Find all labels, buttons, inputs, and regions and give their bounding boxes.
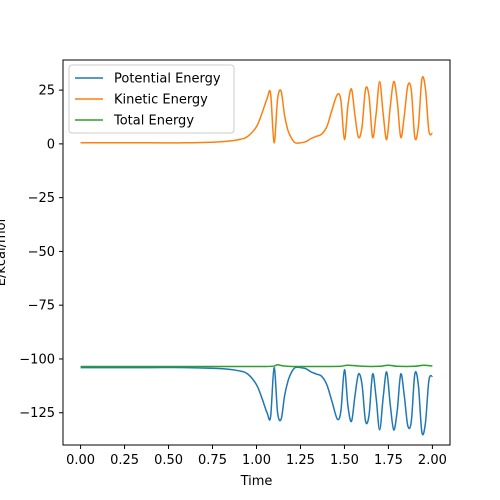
y-tick-label: −100 xyxy=(19,352,55,367)
x-tick-label: 1.00 xyxy=(242,453,271,468)
legend-box xyxy=(68,64,235,134)
y-tick-label: −50 xyxy=(28,245,55,260)
y-tick-label: 0 xyxy=(47,137,55,152)
x-axis-label: Time xyxy=(240,474,273,489)
series-line-2 xyxy=(80,76,434,144)
series-line-3 xyxy=(80,364,433,368)
legend-label-3: Total Energy xyxy=(113,114,194,129)
y-axis-label: E/kcal/mol xyxy=(0,219,9,286)
y-tick-label: −75 xyxy=(28,299,55,314)
ticks-layer: 0.00 0.25 0.50 0.75 1.00 1.25 1.50 1.75 2.00 25 0 −… xyxy=(19,84,447,468)
legend-label-2: Kinetic Energy xyxy=(114,93,208,108)
series-layer xyxy=(80,76,434,436)
legend: Potential Energy Kinetic Energy Total Ener… xyxy=(68,64,235,134)
x-tick-label: 1.50 xyxy=(330,453,359,468)
x-tick-label: 2.00 xyxy=(418,453,447,468)
y-tick-label: 25 xyxy=(38,84,55,99)
y-tick-label: −25 xyxy=(28,191,55,206)
x-tick-label: 0.50 xyxy=(154,453,183,468)
legend-label-1: Potential Energy xyxy=(114,72,221,87)
y-tick-label: −125 xyxy=(19,406,55,421)
x-tick-label: 1.75 xyxy=(374,453,403,468)
x-tick-label: 0.00 xyxy=(66,453,95,468)
series-line-1 xyxy=(80,366,433,436)
x-tick-label: 0.25 xyxy=(110,453,139,468)
x-tick-label: 0.75 xyxy=(198,453,227,468)
x-tick-label: 1.25 xyxy=(286,453,315,468)
